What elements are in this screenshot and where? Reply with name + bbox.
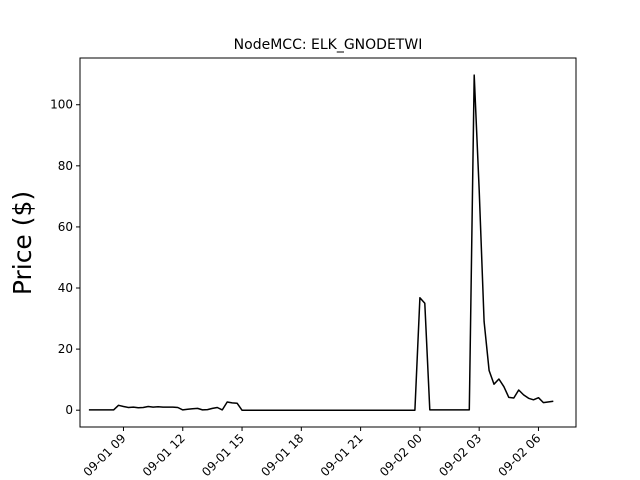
chart-title: NodeMCC: ELK_GNODETWI	[234, 37, 423, 53]
x-tick-label: 09-01 18	[258, 431, 306, 479]
plot-frame	[79, 57, 577, 428]
plot-marks	[88, 74, 554, 411]
x-tick-label: 09-01 21	[318, 431, 366, 479]
x-tick-label: 09-01 09	[81, 431, 129, 479]
y-tick-label: 0	[65, 403, 73, 417]
y-tick-label: 40	[58, 281, 73, 295]
x-tick-label: 09-02 06	[496, 431, 544, 479]
x-tick-label: 09-01 12	[140, 431, 188, 479]
series-line-0	[88, 74, 554, 411]
x-tick-label: 09-02 00	[377, 431, 425, 479]
x-tick-label: 09-02 03	[436, 431, 484, 479]
y-ticks: 0 20 40 60 80 100	[50, 98, 80, 417]
x-tick-label: 09-01 15	[199, 431, 247, 479]
y-tick-label: 100	[50, 98, 73, 112]
x-ticks: 09-01 09 09-01 12 09-01 15 09-01 18 09-01 21…	[81, 427, 544, 479]
y-tick-label: 60	[58, 220, 73, 234]
y-axis-label: Price ($)	[8, 191, 37, 295]
y-tick-label: 80	[58, 159, 73, 173]
y-tick-label: 20	[58, 342, 73, 356]
